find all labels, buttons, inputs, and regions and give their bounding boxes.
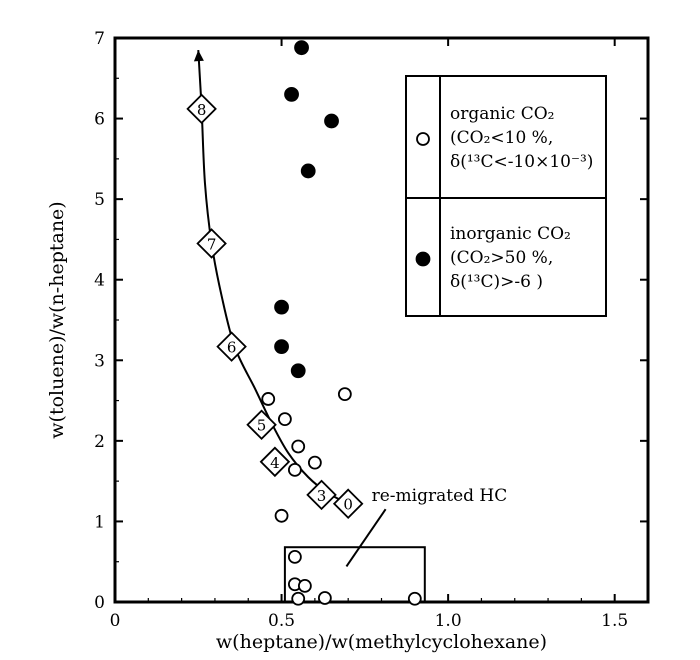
- trend-marker-label: 5: [257, 417, 267, 435]
- trend-curve-line: [197, 50, 349, 505]
- trend-marker: 6: [216, 331, 247, 362]
- trend-marker-diamond: [259, 446, 291, 478]
- inorganic-co2-point: [274, 339, 289, 354]
- legend: organic CO₂ (CO₂<10 %, δ(¹³C<-10×10⁻³) inor…: [405, 75, 607, 317]
- legend-text: δ(¹³C<-10×10⁻³): [450, 152, 593, 172]
- legend-marker-open-circle: [416, 132, 430, 146]
- inorganic-co2-point: [274, 299, 289, 315]
- trend-marker-label: 3: [317, 487, 327, 505]
- x-tick-label: 0: [110, 611, 121, 631]
- organic-co2-point: [261, 392, 276, 406]
- trend-marker: 5: [246, 409, 277, 441]
- legend-text: (CO₂<10 %,: [450, 128, 553, 148]
- y-tick-label: 4: [94, 271, 105, 291]
- trend-marker-label: 8: [197, 101, 207, 119]
- trend-marker: 3: [306, 479, 337, 511]
- x-tick-label: 1.0: [435, 611, 462, 631]
- y-tick-label: 3: [94, 351, 105, 371]
- y-tick-label: 1: [94, 512, 105, 532]
- trend-marker-diamond: [332, 488, 364, 519]
- trend-marker-diamond: [246, 409, 277, 441]
- legend-text: inorganic CO₂: [450, 224, 571, 244]
- y-tick-label: 2: [94, 432, 105, 452]
- y-tick-label: 0: [94, 593, 105, 613]
- legend-marker-filled-circle: [415, 251, 431, 267]
- trend-marker-label: 6: [227, 339, 237, 357]
- organic-co2-point: [274, 508, 289, 523]
- y-tick-label: 6: [94, 110, 105, 130]
- trend-marker: 0: [332, 488, 364, 519]
- inorganic-co2-point: [294, 40, 309, 56]
- trend-marker: 8: [186, 93, 217, 125]
- y-tick-label: 5: [94, 190, 105, 210]
- re-migrated-callout-line: [345, 508, 387, 567]
- re-migrated-label: re-migrated HC: [372, 486, 508, 506]
- trend-marker-label: 7: [207, 235, 217, 253]
- trend-marker: 7: [196, 228, 227, 259]
- x-tick-label: 0.5: [268, 611, 295, 631]
- organic-co2-point: [407, 591, 422, 606]
- inorganic-co2-point: [324, 113, 339, 129]
- organic-co2-point: [291, 439, 306, 454]
- trend-curve: 03 4 5 6 7 8: [186, 50, 364, 519]
- organic-co2-point: [287, 549, 302, 564]
- organic-co2-point: [291, 591, 306, 606]
- trend-marker-diamond: [216, 331, 247, 362]
- trend-marker-diamond: [196, 228, 227, 259]
- trend-marker: 4: [259, 446, 291, 478]
- legend-text: (CO₂>50 %,: [450, 248, 553, 268]
- organic-co2-point: [287, 462, 302, 477]
- trend-marker-label: 4: [270, 454, 280, 472]
- legend-text: δ(¹³C)>-6 ): [450, 272, 543, 292]
- organic-co2-point: [337, 387, 352, 402]
- legend-text: organic CO₂: [450, 104, 554, 124]
- trend-marker-label: 0: [343, 496, 353, 514]
- data-points: [261, 40, 422, 606]
- organic-co2-point: [277, 412, 292, 427]
- inorganic-co2-point: [284, 87, 299, 102]
- organic-co2-point: [307, 455, 322, 470]
- inorganic-co2-point: [290, 363, 306, 379]
- trend-arrowhead: [193, 50, 204, 62]
- organic-co2-point: [317, 591, 332, 605]
- y-tick-label: 7: [94, 29, 105, 49]
- x-tick-label: 1.5: [601, 611, 628, 631]
- trend-marker-diamond: [306, 479, 337, 511]
- trend-marker-diamond: [186, 93, 217, 125]
- re-migrated-region: re-migrated HC: [283, 486, 508, 603]
- organic-co2-point: [297, 578, 312, 593]
- re-migrated-box: [283, 546, 426, 603]
- inorganic-co2-point: [300, 163, 316, 179]
- y-axis-label: w(toluene)/w(n-heptane): [46, 201, 68, 438]
- x-axis-label: w(heptane)/w(methylcyclohexane): [216, 631, 547, 653]
- axis-labels: w(heptane)/w(methylcyclohexane) w(toluene…: [46, 201, 547, 653]
